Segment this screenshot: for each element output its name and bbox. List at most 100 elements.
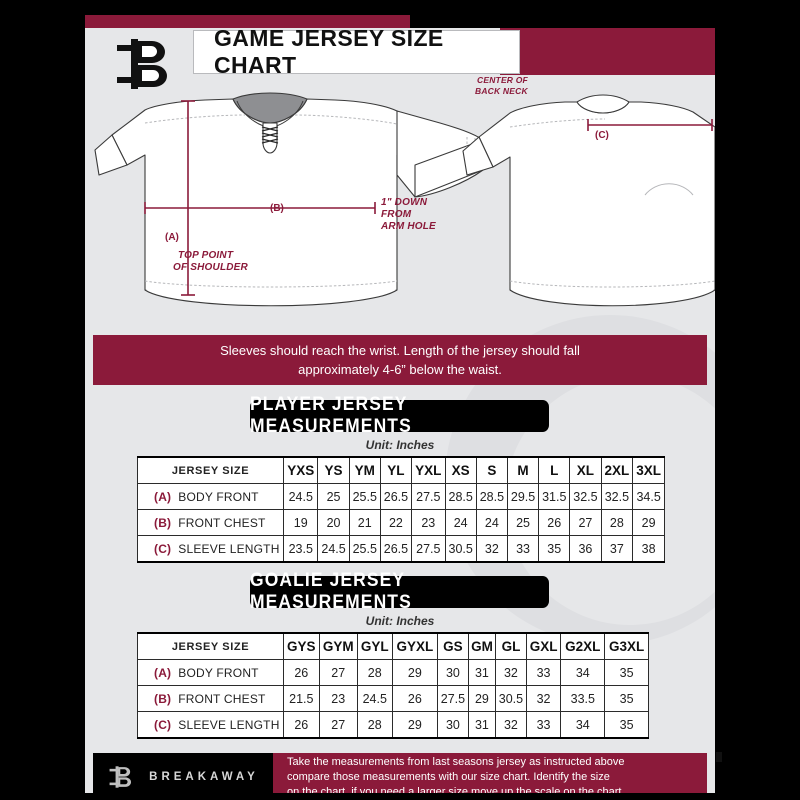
back-measure-lines (587, 119, 713, 131)
front-note-a-line1: TOP POINT (178, 250, 234, 261)
size-column-header: XS (444, 456, 477, 484)
top-accent-bar-maroon (85, 15, 410, 28)
measurement-cell: 24.5 (356, 685, 393, 712)
measurement-cell: 26.5 (379, 535, 413, 563)
measurement-cell: 33 (525, 711, 562, 739)
measurement-cell: 27 (569, 509, 602, 536)
back-label-c: (C) (595, 130, 609, 141)
measurement-cell: 21.5 (283, 685, 320, 712)
measurement-cell: 25 (506, 509, 540, 536)
measurement-cell: 34 (560, 711, 606, 739)
size-column-header: GM (467, 632, 497, 660)
footer-line-3: on the chart, if you need a larger size … (287, 785, 622, 794)
measurement-cell: 33 (525, 659, 562, 686)
measurement-cell: 25 (317, 483, 350, 510)
measurement-cell: 24 (444, 509, 477, 536)
measurement-cell: 30 (437, 711, 469, 739)
front-note-b-line2: FROM (381, 209, 412, 220)
title-accent-maroon (500, 28, 715, 75)
measurement-cell: 27 (318, 659, 358, 686)
measurement-tag: (C) (154, 717, 172, 732)
instruction-band: Sleeves should reach the wrist. Length o… (93, 335, 707, 385)
size-column-header: YXS (282, 456, 319, 484)
measurement-cell: 32 (495, 711, 527, 739)
title-area: GAME JERSEY SIZE CHART (85, 25, 715, 78)
top-accent-bar-black (410, 15, 715, 28)
measurement-cell: 26 (538, 509, 571, 536)
measurement-cell: 25.5 (348, 483, 381, 510)
measurement-cell: 38 (632, 535, 665, 563)
front-label-b: (B) (270, 203, 284, 214)
size-column-header: G3XL (604, 632, 649, 660)
measurement-cell: 26 (391, 685, 439, 712)
player-section-heading: PLAYER JERSEY MEASUREMENTS (250, 394, 549, 437)
measurement-cell: 29 (632, 509, 665, 536)
measurement-cell: 27.5 (437, 685, 469, 712)
table-row: (B) FRONT CHEST 21.5 23 24.5 26 27.5 29 30.5 32 33… (137, 685, 649, 712)
measurement-cell: 26.5 (379, 483, 413, 510)
player-measurements-table: JERSEY SIZE YXS YS YM YL YXL XS S M L XL 2XL 3XL (A) B… (137, 456, 665, 563)
size-column-header: YXL (411, 456, 446, 484)
back-note-c-line2: BACK NECK (475, 86, 528, 96)
size-column-header: YL (379, 456, 413, 484)
measurement-cell: 31 (467, 711, 497, 739)
breakaway-b-logo-icon (111, 33, 181, 95)
measurement-cell: 29 (391, 711, 439, 739)
size-column-header: GXL (525, 632, 562, 660)
goalie-measurements-table: JERSEY SIZE GYS GYM GYL GYXL GS GM GL GXL G2XL G3X… (137, 632, 649, 739)
measurement-cell: 31.5 (538, 483, 571, 510)
measurement-cell: 26 (283, 711, 320, 739)
measurement-cell: 24 (475, 509, 508, 536)
measurement-cell: 29 (391, 659, 439, 686)
footer-bar: BREAKAWAY Take the measurements from las… (93, 753, 707, 793)
measurement-cell: 23 (318, 685, 358, 712)
size-column-header: GYM (318, 632, 358, 660)
front-measure-lines (144, 100, 376, 296)
footer-line-2: compare those measurements with our size… (287, 770, 610, 783)
goalie-unit-label: Unit: Inches (365, 614, 435, 628)
measurement-cell: 35 (604, 659, 649, 686)
table-row: (A) BODY FRONT 24.5 25 25.5 26.5 27.5 28.5 28.5 2… (137, 483, 665, 510)
front-note-b-line1: 1" DOWN (381, 197, 428, 208)
measurement-cell: 37 (600, 535, 634, 563)
size-column-header: GL (495, 632, 527, 660)
measurement-cell: 25.5 (348, 535, 381, 563)
size-column-header: 3XL (632, 456, 665, 484)
measurement-cell: 30.5 (444, 535, 477, 563)
measurement-cell: 28.5 (444, 483, 477, 510)
footer-brand-name: BREAKAWAY (149, 771, 259, 783)
player-unit-label: Unit: Inches (365, 438, 435, 452)
measurement-cell: 32 (495, 659, 527, 686)
measurement-cell: 31 (467, 659, 497, 686)
measurement-cell: 26 (283, 659, 320, 686)
measurement-cell: 19 (282, 509, 319, 536)
measurement-cell: 35 (538, 535, 571, 563)
measurement-cell: 23.5 (282, 535, 319, 563)
size-column-header: GYL (356, 632, 393, 660)
measurement-cell: 24.5 (317, 535, 350, 563)
band-line-2: approximately 4-6” below the waist. (298, 362, 502, 377)
front-jersey-outline (94, 98, 484, 302)
measurement-cell: 30 (437, 659, 469, 686)
footer-logo-area: BREAKAWAY (93, 753, 273, 793)
size-column-header: M (506, 456, 540, 484)
size-column-header: S (475, 456, 508, 484)
title-box: GAME JERSEY SIZE CHART (193, 25, 520, 78)
measurement-row-label: (A) BODY FRONT (137, 659, 284, 686)
footer-instructions: Take the measurements from last seasons … (273, 753, 707, 793)
measurement-cell: 22 (379, 509, 413, 536)
measurement-row-label: (A) BODY FRONT (137, 483, 284, 510)
mouse-cursor (716, 752, 722, 762)
size-column-header: G2XL (560, 632, 606, 660)
size-column-header: 2XL (600, 456, 634, 484)
table-row: (B) FRONT CHEST 19 20 21 22 23 24 24 25 26 27 28 29 (137, 509, 665, 536)
measurement-cell: 32.5 (569, 483, 602, 510)
measurement-cell: 33 (506, 535, 540, 563)
front-note-a-line2: OF SHOULDER (173, 262, 248, 273)
measurement-tag: (C) (154, 541, 172, 556)
measurement-tag: (B) (154, 691, 172, 706)
measurement-cell: 30.5 (495, 685, 527, 712)
measurement-cell: 29 (467, 685, 497, 712)
measurement-cell: 35 (604, 711, 649, 739)
measurement-cell: 21 (348, 509, 381, 536)
